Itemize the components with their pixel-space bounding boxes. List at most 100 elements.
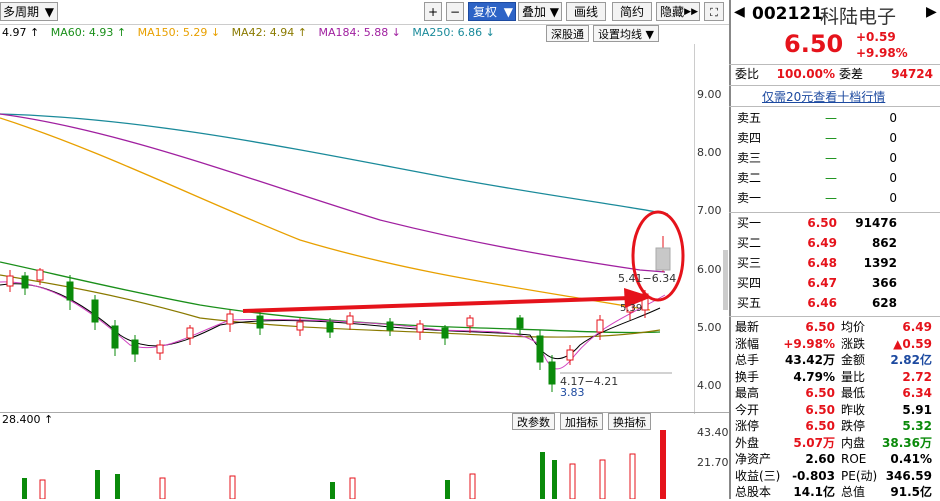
ma-settings-button[interactable]: 设置均线 ▼	[593, 25, 659, 42]
stat-label: 今开	[735, 402, 760, 417]
switch-indicator-button[interactable]: 换指标	[608, 413, 651, 430]
period-label: 多周期	[3, 5, 40, 19]
hide-button[interactable]: 隐藏 ▶▶	[656, 2, 700, 21]
stat-label: 涨幅	[735, 336, 760, 351]
chevron-down-icon: ▼	[549, 5, 559, 19]
latest-price: 6.50	[784, 30, 844, 58]
buy-price: 6.50	[807, 216, 837, 230]
axis-scroll[interactable]	[723, 250, 728, 310]
stat-value: 5.07万	[793, 435, 835, 450]
stat-label: 金额	[841, 353, 866, 367]
stat-label: 总股本	[735, 485, 772, 499]
sell-volume: 0	[889, 171, 897, 185]
price-tick: 9.00	[697, 88, 722, 101]
stat-row: 最高 6.50 最低 6.34	[735, 385, 935, 402]
stat-row: 总手 43.42万 金额 2.82亿	[735, 352, 935, 369]
price-tick: 4.00	[697, 379, 722, 392]
fuquan-button[interactable]: 复权 ▼	[468, 2, 516, 21]
stat-value: 4.79%	[793, 369, 835, 384]
stat-label: 昨收	[841, 402, 866, 417]
highlight-ellipse	[631, 210, 685, 302]
forward-icon[interactable]: ▶	[926, 4, 937, 20]
kline-chart[interactable]	[0, 44, 694, 412]
sell-price: —	[825, 171, 837, 185]
zoom-in-button[interactable]: +	[424, 2, 442, 21]
stat-label: 量比	[841, 369, 866, 384]
buy-level-label: 买四	[737, 276, 762, 290]
stat-label: PE(动)	[841, 468, 878, 483]
stat-value: 2.82亿	[890, 353, 932, 367]
shenguntong-button[interactable]: 深股通	[546, 25, 589, 42]
stat-row: 总股本 14.1亿 总值 91.5亿	[735, 484, 935, 501]
price-tick: 7.00	[697, 204, 722, 217]
stat-label: 收益(三)	[735, 468, 781, 483]
draw-line-button[interactable]: 画线	[566, 2, 606, 21]
price-tick: 5.00	[697, 321, 722, 334]
buy-price: 6.46	[807, 296, 837, 310]
ma-legend-item: MA250: 6.86 ↓	[412, 26, 495, 39]
stat-row: 换手 4.79% 量比 2.72	[735, 369, 935, 386]
stat-row: 今开 6.50 昨收 5.91	[735, 402, 935, 419]
ma184-line	[0, 113, 666, 273]
price-axis	[694, 44, 730, 414]
level2-promo-link[interactable]: 仅需20元查看十档行情	[762, 90, 886, 104]
ma250-line	[0, 113, 669, 215]
buy-volume: 1392	[863, 256, 897, 270]
stock-name: 科陆电子	[820, 6, 897, 28]
weicha-value: 94724	[891, 67, 933, 81]
volume-tick: 43.40	[697, 426, 729, 439]
stat-label: 总值	[841, 485, 866, 499]
back-icon[interactable]: ◀	[734, 4, 745, 20]
sell-price: —	[825, 111, 837, 125]
zoom-out-button[interactable]: −	[446, 2, 464, 21]
stat-value: 14.1亿	[793, 485, 835, 499]
stat-label: ROE	[841, 452, 867, 466]
sell-price: —	[825, 191, 837, 205]
stat-label: 最高	[735, 386, 760, 400]
volume-separator	[0, 412, 729, 413]
fuquan-label: 复权	[473, 5, 498, 19]
period-selector[interactable]: 多周期 ▼	[0, 2, 58, 21]
buy-volume: 366	[871, 276, 897, 290]
stat-label: 净资产	[735, 452, 772, 466]
volume-tick: 21.70	[697, 456, 729, 469]
buy-volume: 628	[871, 296, 897, 310]
price-change: +0.59	[856, 30, 896, 44]
overlay-button[interactable]: 叠加 ▼	[518, 2, 562, 21]
stat-label: 均价	[841, 320, 866, 334]
buy-level-label: 买三	[737, 256, 762, 270]
stat-label: 总手	[735, 353, 760, 367]
stat-value: 38.36万	[882, 435, 932, 450]
buy-price: 6.48	[807, 256, 837, 270]
stat-value: 6.49	[902, 320, 932, 334]
stat-value: 43.42万	[785, 353, 835, 367]
simple-mode-button[interactable]: 简约	[612, 2, 652, 21]
ma-settings-label: 设置均线	[598, 28, 642, 41]
change-params-button[interactable]: 改参数	[512, 413, 555, 430]
buy-row: 买五 6.46 628	[737, 295, 937, 312]
add-indicator-button[interactable]: 加指标	[560, 413, 603, 430]
stat-value: 5.91	[902, 402, 932, 417]
sell-volume: 0	[889, 191, 897, 205]
stat-label: 涨停	[735, 419, 760, 433]
buy-row: 买一 6.50 91476	[737, 215, 937, 232]
stat-label: 最新	[735, 320, 760, 334]
mid-label: 5.39	[620, 303, 643, 314]
stat-row: 最新 6.50 均价 6.49	[735, 319, 935, 336]
sell-row: 卖三 — 0	[737, 150, 937, 167]
buy-row: 买二 6.49 862	[737, 235, 937, 252]
stat-value: -0.803	[792, 468, 835, 483]
volume-bars	[22, 430, 666, 499]
double-chevron-right-icon: ▶▶	[684, 7, 698, 17]
stat-label: 外盘	[735, 435, 760, 450]
sell-level-label: 卖五	[737, 111, 762, 125]
fullscreen-icon[interactable]: ⛶	[704, 2, 724, 21]
stat-value: 6.34	[902, 386, 932, 400]
stat-row: 收益(三) -0.803 PE(动) 346.59	[735, 468, 935, 485]
stat-value: 2.72	[902, 369, 932, 384]
volume-left-label: 28.400 ↑	[2, 413, 54, 426]
price-tick: 6.00	[697, 263, 722, 276]
ma-short2-line	[0, 281, 666, 370]
stat-label: 跌停	[841, 419, 866, 433]
sell-price: —	[825, 131, 837, 145]
